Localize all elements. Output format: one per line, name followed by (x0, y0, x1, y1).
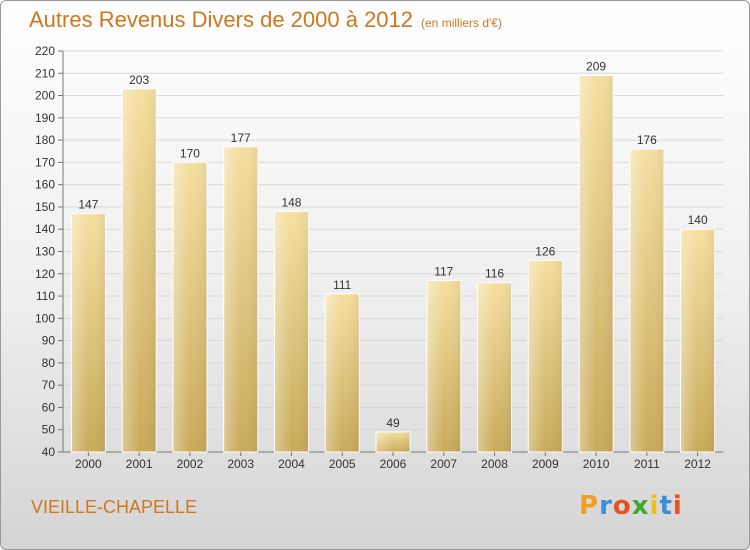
y-tick-label: 160 (35, 178, 55, 192)
bar-highlight (172, 162, 207, 452)
x-tick-label: 2006 (380, 457, 407, 471)
y-tick-label: 70 (42, 378, 56, 392)
x-tick-label: 2010 (583, 457, 610, 471)
bar-highlight (528, 260, 563, 452)
y-tick-label: 60 (42, 400, 56, 414)
x-tick-label: 2007 (430, 457, 457, 471)
x-tick-label: 2008 (481, 457, 508, 471)
logo-letter: i (672, 491, 683, 521)
y-tick-label: 180 (35, 133, 55, 147)
chart-subtitle: (en milliers d'€) (421, 16, 502, 30)
x-tick-label: 2009 (532, 457, 559, 471)
bar-highlight (71, 213, 106, 452)
logo-letter: t (659, 491, 673, 521)
x-tick-label: 2012 (684, 457, 711, 471)
bar-highlight (629, 149, 664, 452)
logo-letter: r (599, 491, 613, 521)
y-tick-label: 140 (35, 222, 55, 236)
x-tick-label: 2004 (278, 457, 305, 471)
x-tick-label: 2003 (227, 457, 254, 471)
x-tick-label: 2011 (634, 457, 660, 471)
y-tick-label: 220 (35, 44, 55, 58)
y-tick-label: 130 (35, 245, 55, 259)
bar-value-label: 176 (637, 133, 657, 147)
y-tick-label: 50 (42, 423, 56, 437)
x-tick-label: 2001 (126, 457, 153, 471)
bar-value-label: 170 (180, 146, 200, 160)
y-tick-label: 90 (42, 334, 56, 348)
chart-title-block: Autres Revenus Divers de 2000 à 2012 (en … (29, 7, 502, 33)
y-tick-label: 80 (42, 356, 56, 370)
logo-letter: x (631, 491, 650, 521)
bar-highlight (223, 146, 258, 453)
bar-highlight (325, 293, 360, 452)
chart-title: Autres Revenus Divers de 2000 à 2012 (29, 7, 414, 32)
y-tick-label: 40 (42, 445, 56, 459)
commune-name: VIEILLE-CHAPELLE (31, 497, 198, 517)
logo-letter: o (612, 491, 632, 521)
bar-highlight (477, 282, 512, 452)
y-tick-label: 150 (35, 200, 55, 214)
x-tick-label: 2000 (75, 457, 102, 471)
logo-letter: i (649, 491, 660, 521)
bar-highlight (426, 280, 461, 452)
bar-highlight (579, 75, 614, 452)
bar-value-label: 177 (231, 131, 251, 145)
bar-value-label: 117 (434, 264, 453, 278)
bar-highlight (680, 229, 715, 452)
bar-value-label: 49 (386, 416, 400, 430)
bar-value-label: 203 (129, 73, 149, 87)
y-tick-label: 100 (35, 311, 55, 325)
bar-value-label: 147 (78, 198, 98, 212)
y-tick-label: 110 (36, 289, 55, 303)
y-tick-label: 200 (35, 89, 55, 103)
bar-highlight (122, 88, 157, 452)
proxiti-logo[interactable]: Proxiti (579, 491, 683, 521)
logo-letter: P (579, 491, 600, 521)
bar-value-label: 140 (688, 213, 708, 227)
bar-value-label: 111 (333, 278, 352, 292)
bar-value-label: 116 (485, 267, 504, 281)
bar-value-label: 148 (281, 195, 301, 209)
y-tick-label: 120 (35, 267, 55, 281)
y-tick-label: 170 (35, 155, 55, 169)
x-tick-label: 2002 (177, 457, 204, 471)
bar-value-label: 126 (535, 244, 555, 258)
bar-value-label: 209 (586, 60, 606, 74)
bar-highlight (376, 431, 410, 452)
y-tick-label: 210 (35, 66, 55, 80)
y-tick-label: 190 (35, 111, 55, 125)
x-tick-label: 2005 (329, 457, 356, 471)
bar-highlight (274, 211, 309, 452)
